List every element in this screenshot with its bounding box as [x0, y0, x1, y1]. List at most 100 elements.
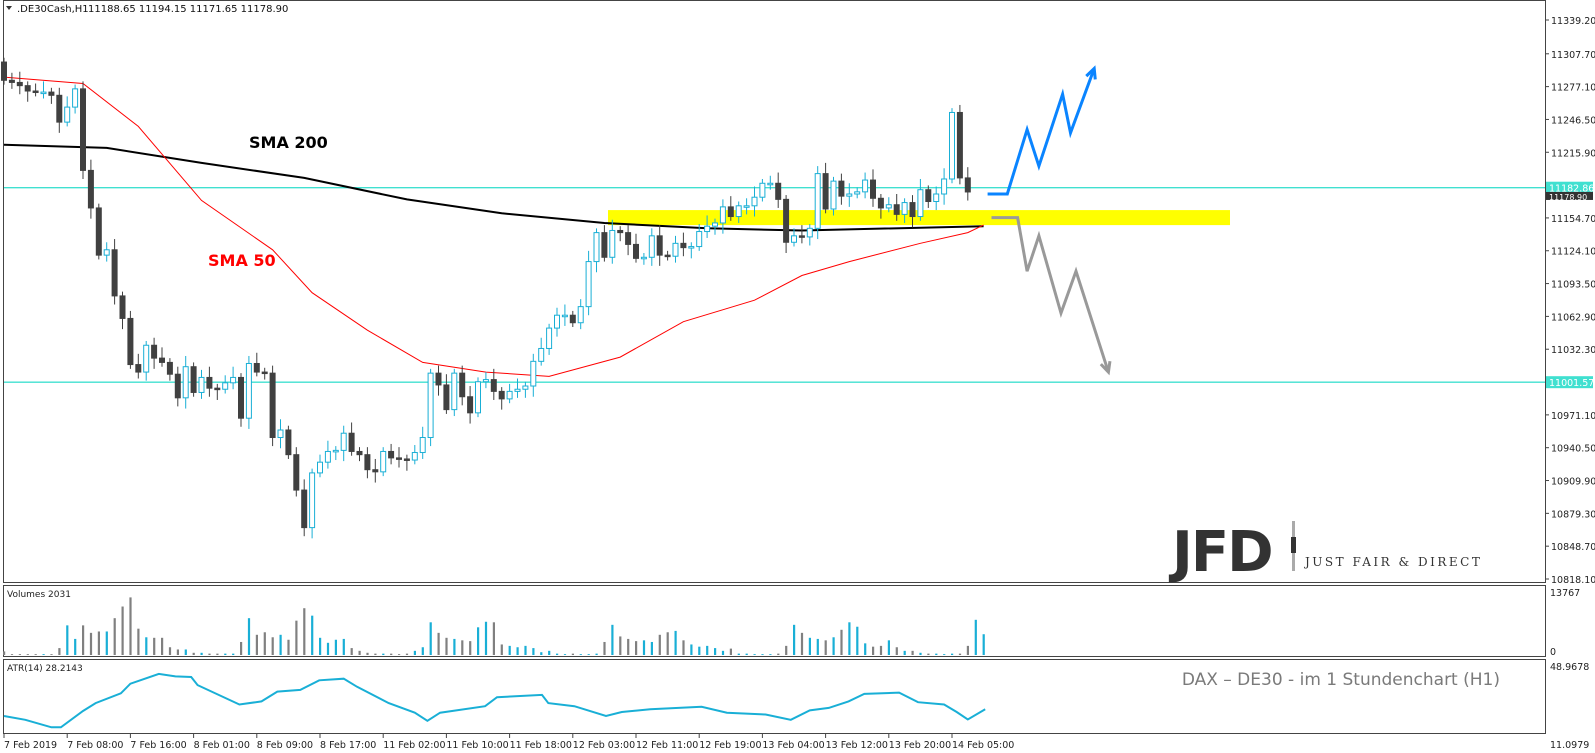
volume-axis-label: 13767 [1550, 588, 1580, 599]
volume-bar [911, 650, 914, 655]
candle-body [625, 232, 632, 245]
volume-bar [492, 622, 495, 655]
scenario-arrows [987, 65, 1112, 376]
candle-body [585, 261, 592, 308]
candle-body [633, 243, 639, 259]
candle [135, 353, 142, 379]
volume-bar [129, 597, 132, 655]
candle [87, 159, 94, 219]
volume-bars [3, 597, 985, 655]
candle-body [846, 193, 853, 197]
candle [490, 368, 497, 400]
candle-body [388, 450, 395, 459]
candle-body [577, 306, 584, 324]
candle-body [285, 429, 292, 456]
candle [214, 383, 221, 400]
candle-body [798, 235, 805, 238]
candle [617, 226, 624, 242]
price-tick-label: 10971.10 [1551, 411, 1595, 422]
candle [285, 425, 292, 459]
level-price-label: 11001.57 [1549, 378, 1594, 389]
volume-bar [184, 649, 187, 655]
candle [238, 373, 244, 427]
atr-line-path [3, 672, 986, 729]
candle [72, 84, 79, 114]
volume-bar [240, 641, 243, 655]
candle-body [245, 362, 252, 419]
volume-bar [500, 644, 503, 655]
candle [704, 215, 711, 238]
candle [846, 183, 853, 207]
candle [561, 304, 568, 326]
volume-bar [82, 625, 85, 655]
dropdown-triangle-icon[interactable] [6, 6, 12, 10]
time-tick-label: 7 Feb 2019 [4, 740, 57, 751]
candle-body [174, 373, 181, 399]
candle [364, 447, 371, 479]
volume-bar [982, 634, 985, 655]
candle-body [561, 314, 568, 318]
candle-body [490, 379, 497, 392]
volume-bar [287, 639, 290, 655]
volume-bar [666, 632, 669, 655]
volume-bar [208, 653, 211, 655]
candle [909, 195, 916, 228]
volume-bar [453, 638, 456, 655]
candle-body [956, 111, 963, 179]
time-tick-label: 14 Feb 05:00 [952, 740, 1014, 751]
candle-body [569, 314, 576, 324]
candle [380, 447, 387, 477]
candle [585, 250, 592, 316]
price-tick-label: 11215.90 [1551, 148, 1595, 159]
candle-body [554, 314, 560, 329]
volume-axis-label: 0 [1550, 647, 1556, 658]
candle-body [48, 91, 55, 96]
current-price-label: 11178.90 [1549, 193, 1587, 202]
candle [198, 369, 205, 399]
candle-body [301, 489, 308, 529]
volume-bar [524, 645, 527, 655]
candle-body [87, 169, 94, 209]
volume-bar [66, 625, 69, 655]
volume-bar [769, 654, 772, 655]
volume-bar [295, 620, 298, 655]
candle [743, 198, 750, 215]
volume-bar [619, 636, 622, 655]
candle [719, 199, 726, 234]
volume-bar [390, 653, 393, 655]
level-price-badge [1546, 181, 1593, 194]
candle [814, 166, 821, 240]
candle-body [475, 381, 481, 414]
volume-bar [42, 654, 45, 655]
candle-body [253, 362, 260, 373]
volume-bar [34, 654, 37, 655]
volume-bar [374, 653, 377, 655]
candle [569, 310, 576, 328]
price-tick-label: 10818.10 [1551, 575, 1595, 586]
volume-bar [342, 638, 345, 655]
candle-body [419, 437, 426, 454]
candle-body [459, 372, 466, 398]
volume-bar [176, 649, 179, 655]
candle [127, 310, 134, 369]
volume-bar [658, 634, 661, 655]
candle [759, 178, 766, 202]
volume-bar [879, 645, 883, 655]
time-tick-label: 8 Feb 01:00 [194, 740, 250, 751]
candle-body [870, 179, 876, 199]
main-panel [3, 0, 1546, 583]
volume-bar [10, 654, 14, 655]
volume-bar [145, 637, 148, 655]
time-tick-label: 13 Feb 04:00 [762, 740, 824, 751]
volume-bar [706, 645, 709, 655]
candle [1, 57, 7, 85]
volume-bar [97, 631, 100, 655]
candle [222, 375, 229, 394]
bullish-scenario-arrow-head-icon [1085, 65, 1097, 80]
candle-body [814, 173, 821, 229]
candle-body [324, 450, 331, 463]
price-tick-label: 10848.70 [1551, 542, 1595, 553]
price-tick-label: 11032.30 [1551, 345, 1595, 356]
volume-bar [350, 648, 353, 655]
